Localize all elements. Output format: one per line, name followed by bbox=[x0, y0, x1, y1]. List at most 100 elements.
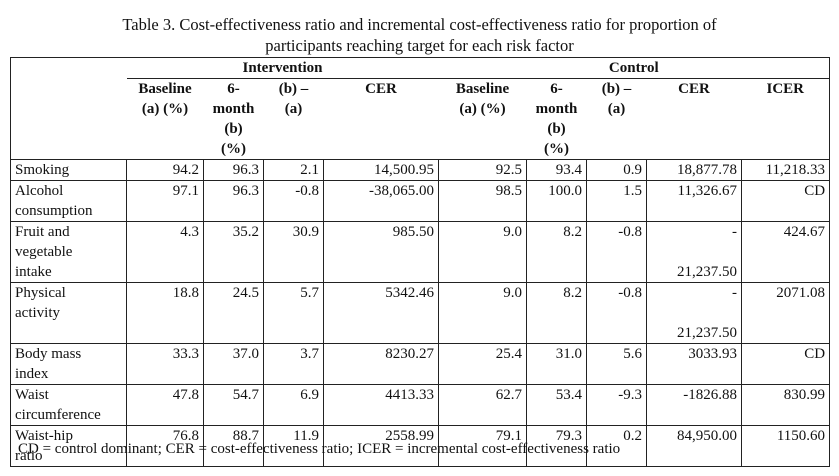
cell-value: 8230.27 bbox=[385, 346, 434, 362]
cell-value: - bbox=[732, 224, 737, 240]
cell-value: 9.0 bbox=[503, 224, 522, 240]
table-cell: 93.4 bbox=[526, 159, 587, 181]
table-cell: 24.5 bbox=[203, 282, 264, 344]
table-cell: 2.1 bbox=[263, 159, 324, 181]
table-cell: 4.3 bbox=[126, 221, 204, 283]
table-cell: 47.8 bbox=[126, 384, 204, 426]
cell-value: 4.3 bbox=[180, 224, 199, 240]
table-cell: 96.3 bbox=[203, 180, 264, 222]
cell-value: 93.4 bbox=[555, 162, 582, 178]
column-header: Baseline (a) (%) bbox=[438, 78, 527, 160]
column-header-line: (a) bbox=[607, 101, 626, 117]
table-cell: 3033.93 bbox=[646, 343, 742, 385]
cell-value: 2558.99 bbox=[385, 428, 434, 444]
table-cell: 53.4 bbox=[526, 384, 587, 426]
cell-value: CD bbox=[804, 346, 826, 362]
cell-value: 79.3 bbox=[555, 428, 582, 444]
column-header: ICER bbox=[741, 78, 831, 160]
table-cell: 1.5 bbox=[586, 180, 647, 222]
caption-line-1: Table 3. Cost-effectiveness ratio and in… bbox=[122, 15, 717, 34]
table-cell: 30.9 bbox=[263, 221, 324, 283]
cell-value: 11.9 bbox=[293, 428, 319, 444]
cell-value: 47.8 bbox=[172, 387, 199, 403]
table-cell: 88.7 bbox=[203, 425, 264, 467]
table-cell: 97.1 bbox=[126, 180, 204, 222]
column-header: 6- month (b) (%) bbox=[526, 78, 587, 160]
table-row: Waist-hip ratio 76.8 88.7 11.9 2558.99 79.1 79.… bbox=[10, 425, 831, 467]
table-cell: - 21,237.50 bbox=[646, 282, 742, 344]
table-cell: 4413.33 bbox=[323, 384, 439, 426]
cell-value: -9.3 bbox=[618, 387, 642, 403]
cell-value: 5.6 bbox=[623, 346, 642, 362]
group-header-intervention: Intervention bbox=[126, 57, 439, 79]
row-label-line: vegetable bbox=[15, 244, 73, 260]
cell-value: 11,218.33 bbox=[765, 162, 826, 178]
row-label: Fruit and vegetable intake bbox=[10, 221, 127, 283]
column-header-line: CER bbox=[678, 81, 710, 97]
table-cell: 18.8 bbox=[126, 282, 204, 344]
row-label-line: consumption bbox=[15, 203, 93, 219]
row-label-line: Smoking bbox=[15, 162, 70, 178]
table-cell: -9.3 bbox=[586, 384, 647, 426]
cell-value: 35.2 bbox=[232, 224, 259, 240]
column-header: 6- month (b) (%) bbox=[203, 78, 264, 160]
cell-value: 830.99 bbox=[783, 387, 826, 403]
table-cell: 1150.60 bbox=[740, 425, 831, 467]
table-cell: 3.7 bbox=[263, 343, 324, 385]
table-cell: 11.9 bbox=[263, 425, 324, 467]
column-header-line: Baseline bbox=[138, 81, 192, 97]
table-cell: CD bbox=[740, 180, 831, 222]
cell-value: -0.8 bbox=[618, 285, 642, 301]
table-cell: 92.5 bbox=[438, 159, 527, 181]
table-cell: -0.8 bbox=[586, 282, 647, 344]
cell-value: 33.3 bbox=[172, 346, 199, 362]
cell-value: 94.2 bbox=[172, 162, 199, 178]
table-footnote: CD = control dominant; CER = cost-effect… bbox=[18, 441, 621, 457]
row-label: Alcohol consumption bbox=[10, 180, 127, 222]
table-cell: 0.2 bbox=[586, 425, 647, 467]
table-cell: CD bbox=[740, 343, 831, 385]
column-header-line: 6- bbox=[550, 81, 563, 97]
table-cell: 8.2 bbox=[526, 282, 587, 344]
table-cell: 5.7 bbox=[263, 282, 324, 344]
row-label: Waist-hip ratio bbox=[10, 425, 127, 467]
table-cell: 79.3 bbox=[526, 425, 587, 467]
row-label-line: activity bbox=[15, 305, 60, 321]
cell-value: -0.8 bbox=[295, 183, 319, 199]
cell-value: 8.2 bbox=[563, 285, 582, 301]
column-header-line: ICER bbox=[766, 81, 805, 97]
cell-value: - bbox=[732, 285, 737, 301]
column-header: (b) – (a) bbox=[263, 78, 324, 160]
table-cell: 424.67 bbox=[740, 221, 831, 283]
table-cell: 37.0 bbox=[203, 343, 264, 385]
row-label: Body mass index bbox=[10, 343, 127, 385]
cell-spacer bbox=[651, 242, 737, 262]
cell-value: 18.8 bbox=[172, 285, 199, 301]
column-header: CER bbox=[323, 78, 439, 160]
table-cell: -1826.88 bbox=[646, 384, 742, 426]
table-cell: 14,500.95 bbox=[323, 159, 439, 181]
column-header-line: (%) bbox=[544, 141, 569, 157]
table-cell: 5.6 bbox=[586, 343, 647, 385]
column-header-line: Baseline bbox=[455, 81, 510, 97]
cell-value: 24.5 bbox=[232, 285, 259, 301]
column-header-line: month bbox=[535, 101, 578, 117]
cell-value: 92.5 bbox=[495, 162, 522, 178]
cell-value: 11,326.67 bbox=[677, 183, 737, 199]
table-cell: 31.0 bbox=[526, 343, 587, 385]
cell-value: 2071.08 bbox=[776, 285, 826, 301]
cell-value: 424.67 bbox=[783, 224, 826, 240]
table-cell: 84,950.00 bbox=[646, 425, 742, 467]
column-header: CER bbox=[646, 78, 742, 160]
cell-value: 2.1 bbox=[300, 162, 319, 178]
cell-value: CD bbox=[804, 183, 826, 199]
cell-value: 18,877.78 bbox=[677, 162, 737, 178]
cell-value: -38,065.00 bbox=[369, 183, 434, 199]
table-cell: -38,065.00 bbox=[323, 180, 439, 222]
table-cell: 9.0 bbox=[438, 282, 527, 344]
table-caption: Table 3. Cost-effectiveness ratio and in… bbox=[10, 14, 829, 56]
table-cell: 8.2 bbox=[526, 221, 587, 283]
cell-value: 0.2 bbox=[623, 428, 642, 444]
table-cell: - 21,237.50 bbox=[646, 221, 742, 283]
cell-value: 6.9 bbox=[300, 387, 319, 403]
